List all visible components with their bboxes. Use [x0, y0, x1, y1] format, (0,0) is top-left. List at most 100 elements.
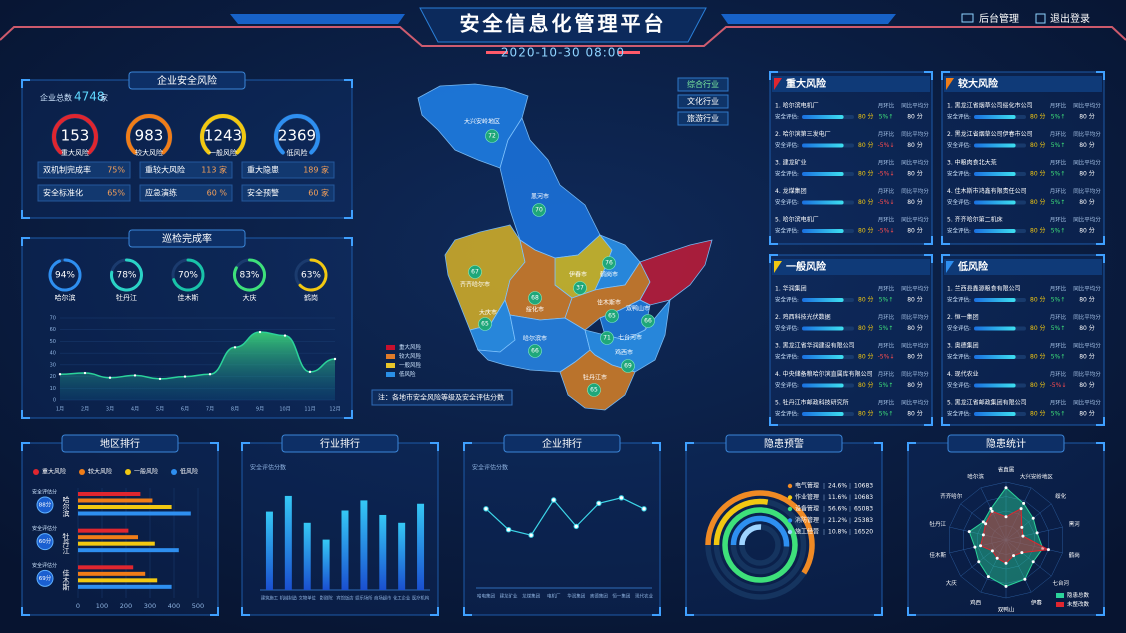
header-bar-right [721, 14, 896, 24]
map-tab-label[interactable]: 旅游行业 [687, 113, 719, 123]
map-region[interactable] [639, 239, 713, 306]
gauge-value: 983 [135, 127, 164, 145]
mom-change: 5%↑ [1051, 297, 1066, 304]
gauge-label: 一般风险 [209, 148, 237, 157]
panel-title: 企业排行 [542, 437, 582, 450]
x-tick-label: 5月 [156, 407, 164, 413]
x-tick-label: 100 [96, 602, 108, 610]
panel-title: 隐患统计 [986, 437, 1026, 450]
mom-change: -5%↓ [878, 171, 895, 178]
radar-point [977, 560, 981, 564]
radar-point [1046, 548, 1050, 552]
mom-change: -5%↓ [878, 354, 895, 361]
panel-corner [21, 410, 30, 419]
region-name: 大庆市 [479, 309, 497, 317]
area-point [233, 346, 237, 349]
y-tick-label: 30 [50, 362, 56, 368]
region-name: 双鸭山市 [626, 305, 650, 313]
legend-label: 隐患总数 [1067, 591, 1090, 599]
legend-name: 消防管理 [795, 516, 819, 524]
radar-axis-label: 大兴安岭地区 [1020, 472, 1054, 480]
map-tab[interactable] [677, 77, 729, 92]
title-plate [419, 7, 707, 43]
x-tick-label: 机械制造 [280, 595, 298, 602]
score-label: 80 分 [858, 141, 874, 149]
x-tick-label: 8月 [231, 407, 239, 413]
nav-link[interactable]: 退出登录 [1050, 12, 1090, 25]
map-region[interactable] [559, 349, 636, 411]
map-tab-label[interactable]: 综合行业 [687, 79, 719, 89]
avg-score: 80 分 [907, 381, 923, 389]
radar-axis-label: 佳木斯 [929, 551, 946, 559]
gauge-value: 1243 [204, 127, 242, 145]
panel-title: 企业安全风险 [157, 74, 217, 87]
item-name: 3. 黑龙江省华润建设有限公司 [775, 342, 855, 350]
region-score: 70 [535, 207, 543, 214]
radar-point [990, 549, 994, 553]
bar [78, 498, 153, 503]
region-score: 72 [488, 133, 496, 140]
col-header: 月环比 [1050, 370, 1067, 378]
score-prefix: 安全评估: [775, 141, 799, 149]
bar [417, 503, 425, 590]
radar-axis [960, 539, 1007, 577]
col-header: 同比平均分 [1073, 313, 1101, 321]
col-header: 同比平均分 [1073, 187, 1101, 195]
map-tab[interactable] [677, 111, 729, 126]
score-label: 80 分 [858, 296, 874, 304]
x-tick-label: 娱乐场所 [355, 595, 373, 602]
region-score: 65 [608, 313, 616, 320]
avg-score: 80 分 [907, 353, 923, 361]
panel-corner [907, 607, 916, 616]
y-tick-label: 10 [50, 386, 56, 392]
nav-link[interactable]: 后台管理 [979, 12, 1019, 25]
score-bar [802, 200, 844, 205]
col-header: 月环比 [878, 159, 895, 167]
score-label: 80 分 [858, 198, 874, 206]
panel-corner [652, 607, 661, 616]
bar [322, 539, 330, 590]
panel-corner [769, 254, 778, 263]
item-name: 5. 齐齐哈尔第二机床 [947, 216, 1003, 224]
score-caption: 安全评估分 [32, 489, 57, 496]
score-prefix: 安全评估: [775, 198, 799, 206]
score-bar [802, 355, 844, 359]
col-header: 月环比 [878, 342, 895, 350]
map-legend-swatch [386, 345, 395, 350]
mom-change: -5%↓ [878, 142, 895, 149]
legend-dot [787, 506, 793, 512]
mom-change: 5%↑ [879, 297, 894, 304]
avg-score: 80 分 [1079, 410, 1095, 418]
bar [78, 535, 138, 540]
ring-value: 70% [178, 271, 198, 281]
score-prefix: 安全评估: [775, 381, 799, 389]
x-tick-label: 医疗机构 [412, 595, 430, 602]
panel-corner [1096, 71, 1105, 80]
x-tick-label: 现代农业 [635, 593, 653, 600]
map-region[interactable] [584, 298, 671, 373]
panel-corner [941, 254, 950, 263]
score-label: 80 分 [1030, 227, 1046, 235]
mom-change: 5%↑ [1051, 354, 1066, 361]
score-caption: 安全评估分 [32, 525, 57, 532]
x-tick-label: 7月 [206, 407, 214, 413]
map-tab[interactable] [677, 94, 729, 109]
score-bar [802, 326, 844, 331]
region-score: 67 [471, 269, 479, 276]
ring-arc [48, 258, 82, 292]
panel-corner [1096, 236, 1105, 245]
panel-title-box [503, 434, 621, 453]
legend-count: 25383 [854, 517, 873, 524]
panel-corner [924, 254, 933, 263]
legend-dot [787, 483, 793, 489]
bar [78, 511, 191, 516]
item-name: 2. 哈尔滨第三发电厂 [775, 130, 831, 138]
mom-change: -5%↓ [878, 199, 895, 206]
panel-title: 巡检完成率 [162, 232, 212, 245]
legend-count: 10683 [854, 483, 873, 490]
panel-title-box [725, 434, 843, 453]
map-tab-label[interactable]: 文化行业 [687, 96, 719, 106]
x-tick-label: 4月 [131, 407, 139, 413]
col-header: 月环比 [1050, 216, 1067, 224]
radar-point [1004, 584, 1008, 588]
